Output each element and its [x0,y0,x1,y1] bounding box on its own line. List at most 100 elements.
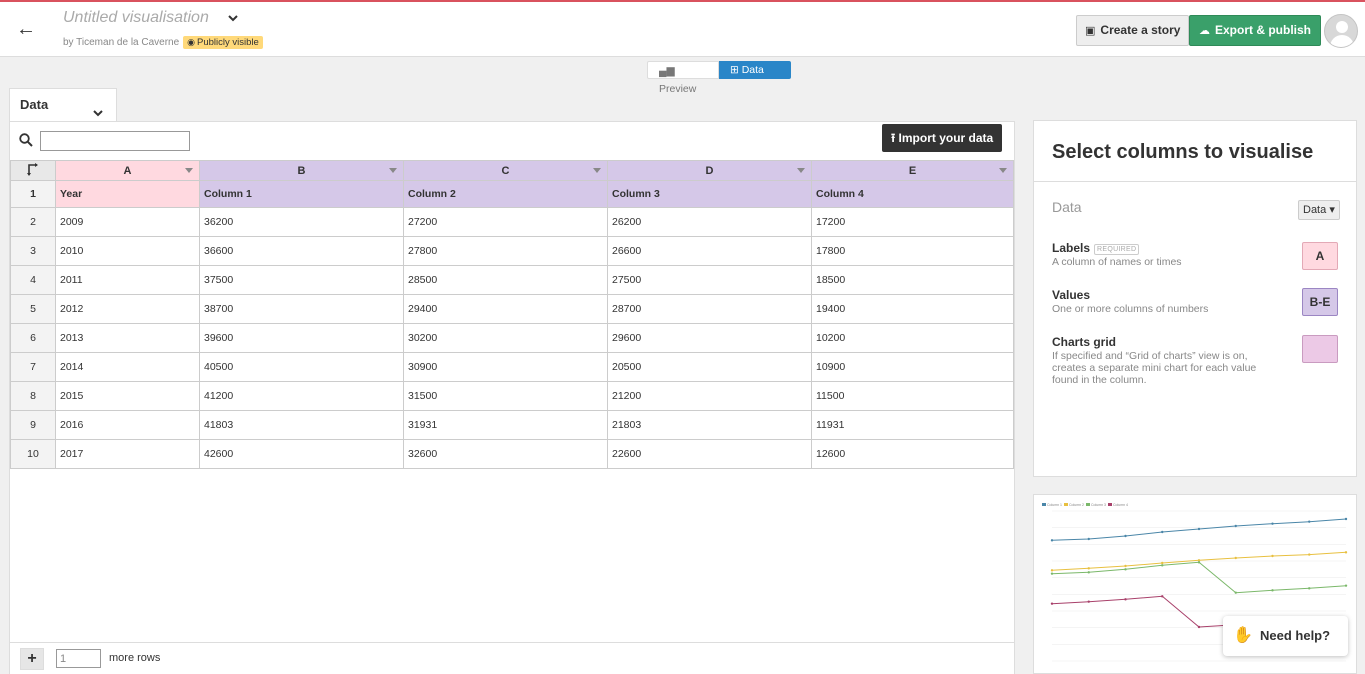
table-cell[interactable]: 2010 [55,236,200,266]
transpose-icon[interactable] [26,162,40,176]
dataset-select[interactable]: Data ▾ [1298,200,1340,220]
table-cell[interactable]: 18500 [811,265,1014,295]
row-number[interactable]: 4 [10,265,56,295]
column-menu-icon[interactable] [593,168,601,173]
table-cell[interactable]: 28700 [607,294,812,324]
table-cell[interactable]: 37500 [199,265,404,295]
table-cell[interactable]: 17200 [811,207,1014,237]
add-rows-button[interactable]: + [20,648,44,670]
row-number[interactable]: 6 [10,323,56,353]
table-cell[interactable]: 41200 [199,381,404,411]
values-column-chip[interactable]: B-E [1302,288,1338,316]
table-cell[interactable]: 22600 [607,439,812,469]
table-cell[interactable]: 39600 [199,323,404,353]
table-cell[interactable]: Column 4 [811,180,1014,208]
labels-column-chip[interactable]: A [1302,242,1338,270]
table-cell[interactable]: 2016 [55,410,200,440]
row-number[interactable]: 8 [10,381,56,411]
row-number[interactable]: 10 [10,439,56,469]
table-cell[interactable]: Column 3 [607,180,812,208]
rows-count-input[interactable] [56,649,101,668]
row-number[interactable]: 5 [10,294,56,324]
table-cell[interactable]: 28500 [403,265,608,295]
table-cell[interactable]: 21803 [607,410,812,440]
column-menu-icon[interactable] [185,168,193,173]
table-cell[interactable]: 30200 [403,323,608,353]
column-letter: A [123,164,132,177]
table-cell[interactable]: 42600 [199,439,404,469]
table-cell[interactable]: 2011 [55,265,200,295]
column-header-c[interactable]: C [403,160,608,181]
binding-description: A column of names or times [1052,256,1182,268]
table-cell[interactable]: 36200 [199,207,404,237]
back-arrow-icon[interactable]: ← [16,18,36,40]
table-cell[interactable]: 26200 [607,207,812,237]
create-story-button[interactable]: ▣ Create a story [1076,15,1190,46]
column-menu-icon[interactable] [999,168,1007,173]
table-cell[interactable]: 19400 [811,294,1014,324]
table-cell[interactable]: 17800 [811,236,1014,266]
tab-data-label: Data [741,64,764,76]
column-header-a[interactable]: A [55,160,200,181]
tab-data[interactable]: ⊞ Data [719,61,791,79]
column-letter: E [908,164,917,177]
tab-preview[interactable]: ▄▆ Preview [647,61,719,95]
sheet-tab[interactable]: Data [9,88,117,122]
table-cell[interactable]: 32600 [403,439,608,469]
table-cell[interactable]: 11500 [811,381,1014,411]
table-cell[interactable]: 2013 [55,323,200,353]
export-publish-button[interactable]: ☁ Export & publish [1189,15,1321,46]
column-header-b[interactable]: B [199,160,404,181]
table-cell[interactable]: 27800 [403,236,608,266]
import-data-button[interactable]: ⭱ Import your data [882,124,1003,152]
table-cell[interactable]: 41803 [199,410,404,440]
column-menu-icon[interactable] [797,168,805,173]
table-cell[interactable]: 2015 [55,381,200,411]
table-cell[interactable]: Column 2 [403,180,608,208]
table-cell[interactable]: 30900 [403,352,608,382]
row-number[interactable]: 1 [10,180,56,208]
table-cell[interactable]: 2014 [55,352,200,382]
table-cell[interactable]: 36600 [199,236,404,266]
need-help-button[interactable]: ✋ Need help? [1223,616,1348,656]
table-cell[interactable]: 2017 [55,439,200,469]
column-header-d[interactable]: D [607,160,812,181]
tab-preview-label: Preview [659,83,697,95]
table-cell[interactable]: 10900 [811,352,1014,382]
table-cell[interactable]: 38700 [199,294,404,324]
table-cell[interactable]: 12600 [811,439,1014,469]
table-cell[interactable]: 29400 [403,294,608,324]
table-cell[interactable]: 2009 [55,207,200,237]
row-number[interactable]: 3 [10,236,56,266]
chevron-down-icon[interactable] [92,99,104,131]
table-cell[interactable]: Column 1 [199,180,404,208]
column-menu-icon[interactable] [389,168,397,173]
table-cell[interactable]: 27200 [403,207,608,237]
row-number[interactable]: 2 [10,207,56,237]
search-icon [19,133,33,147]
visibility-badge[interactable]: ◉ Publicly visible [183,36,263,49]
chevron-down-icon[interactable] [227,12,239,24]
table-cell[interactable]: 21200 [607,381,812,411]
table-cell[interactable]: 11931 [811,410,1014,440]
avatar[interactable] [1324,14,1358,48]
table-cell[interactable]: 26600 [607,236,812,266]
sheet-footer: + more rows [10,642,1014,674]
table-cell[interactable]: Year [55,180,200,208]
table-cell[interactable]: 20500 [607,352,812,382]
table-cell[interactable]: 2012 [55,294,200,324]
table-cell[interactable]: 29600 [607,323,812,353]
row-number[interactable]: 7 [10,352,56,382]
table-cell[interactable]: 10200 [811,323,1014,353]
table-cell[interactable]: 31500 [403,381,608,411]
charts-grid-column-chip[interactable] [1302,335,1338,363]
column-header-e[interactable]: E [811,160,1014,181]
row-number[interactable]: 9 [10,410,56,440]
search-input[interactable] [40,131,190,151]
table-cell[interactable]: 27500 [607,265,812,295]
table-row: 8 2015 41200 31500 21200 11500 [10,381,1014,411]
table-cell[interactable]: 31931 [403,410,608,440]
table-cell[interactable]: 40500 [199,352,404,382]
corner-cell[interactable] [10,160,56,181]
visualisation-title[interactable]: Untitled visualisation [63,9,209,26]
